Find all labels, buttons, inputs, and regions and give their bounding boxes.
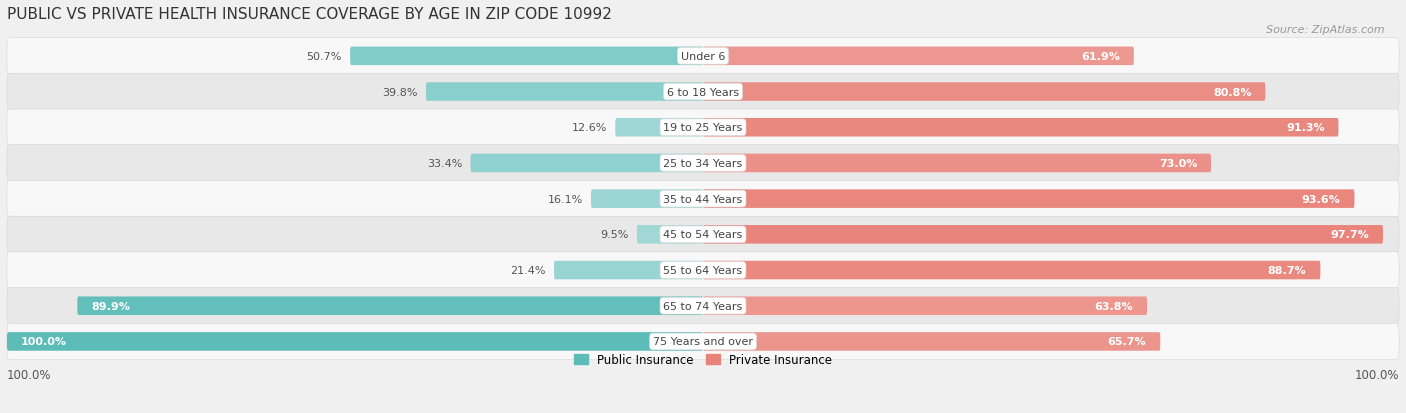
FancyBboxPatch shape [7,216,1399,253]
Text: 63.8%: 63.8% [1094,301,1133,311]
Text: 33.4%: 33.4% [427,159,463,169]
FancyBboxPatch shape [703,225,1384,244]
Text: 89.9%: 89.9% [91,301,131,311]
Text: 91.3%: 91.3% [1286,123,1324,133]
FancyBboxPatch shape [616,119,703,137]
Text: 61.9%: 61.9% [1081,52,1121,62]
Text: 39.8%: 39.8% [382,87,418,97]
Text: 100.0%: 100.0% [7,368,52,381]
Text: Under 6: Under 6 [681,52,725,62]
FancyBboxPatch shape [637,225,703,244]
FancyBboxPatch shape [554,261,703,280]
Text: 80.8%: 80.8% [1213,87,1251,97]
Text: Source: ZipAtlas.com: Source: ZipAtlas.com [1267,25,1385,35]
Legend: Public Insurance, Private Insurance: Public Insurance, Private Insurance [574,353,832,366]
FancyBboxPatch shape [703,297,1147,315]
Text: 35 to 44 Years: 35 to 44 Years [664,194,742,204]
FancyBboxPatch shape [703,119,1339,137]
Text: 97.7%: 97.7% [1330,230,1369,240]
Text: 55 to 64 Years: 55 to 64 Years [664,266,742,275]
FancyBboxPatch shape [7,110,1399,146]
FancyBboxPatch shape [703,332,1160,351]
FancyBboxPatch shape [7,332,703,351]
Text: 25 to 34 Years: 25 to 34 Years [664,159,742,169]
Text: 100.0%: 100.0% [21,337,67,347]
FancyBboxPatch shape [77,297,703,315]
Text: 65.7%: 65.7% [1108,337,1146,347]
FancyBboxPatch shape [7,38,1399,75]
FancyBboxPatch shape [7,145,1399,182]
Text: 19 to 25 Years: 19 to 25 Years [664,123,742,133]
Text: 65 to 74 Years: 65 to 74 Years [664,301,742,311]
FancyBboxPatch shape [7,181,1399,217]
FancyBboxPatch shape [7,288,1399,324]
Text: 93.6%: 93.6% [1302,194,1340,204]
FancyBboxPatch shape [703,83,1265,102]
Text: 12.6%: 12.6% [572,123,607,133]
FancyBboxPatch shape [7,74,1399,110]
Text: PUBLIC VS PRIVATE HEALTH INSURANCE COVERAGE BY AGE IN ZIP CODE 10992: PUBLIC VS PRIVATE HEALTH INSURANCE COVER… [7,7,612,22]
FancyBboxPatch shape [426,83,703,102]
Text: 6 to 18 Years: 6 to 18 Years [666,87,740,97]
Text: 75 Years and over: 75 Years and over [652,337,754,347]
Text: 45 to 54 Years: 45 to 54 Years [664,230,742,240]
Text: 9.5%: 9.5% [600,230,628,240]
Text: 50.7%: 50.7% [307,52,342,62]
FancyBboxPatch shape [471,154,703,173]
Text: 73.0%: 73.0% [1159,159,1197,169]
FancyBboxPatch shape [703,47,1133,66]
Text: 88.7%: 88.7% [1268,266,1306,275]
FancyBboxPatch shape [7,323,1399,360]
FancyBboxPatch shape [703,190,1354,209]
FancyBboxPatch shape [703,261,1320,280]
Text: 21.4%: 21.4% [510,266,546,275]
FancyBboxPatch shape [350,47,703,66]
Text: 16.1%: 16.1% [547,194,582,204]
FancyBboxPatch shape [591,190,703,209]
Text: 100.0%: 100.0% [1354,368,1399,381]
FancyBboxPatch shape [703,154,1211,173]
FancyBboxPatch shape [7,252,1399,289]
